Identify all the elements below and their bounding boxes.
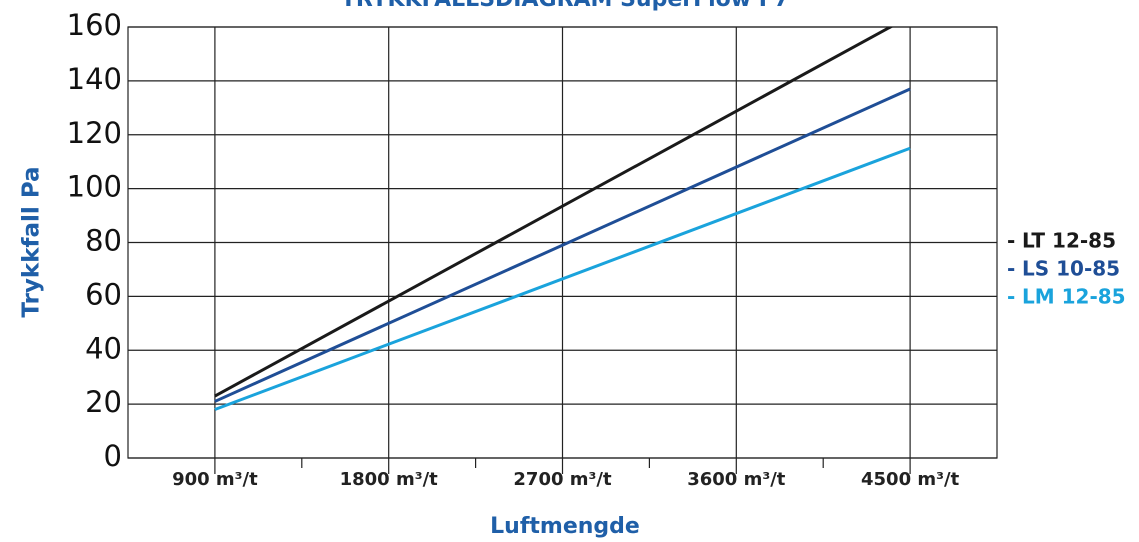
x-axis-label: Luftmengde [490,514,640,539]
legend-dash: - [1007,285,1015,309]
chart: TRYKKFALLSDIAGRAM SuperFlow F7 Trykkfall… [0,0,1139,542]
legend-label: LM 12-85 [1022,285,1126,309]
y-tick-label: 20 [85,385,122,419]
y-tick-label: 100 [67,170,122,204]
y-tick-label: 80 [85,224,122,258]
y-tick-label: 60 [85,277,122,311]
y-tick-label: 160 [67,8,122,42]
y-tick-label: 40 [85,331,122,365]
y-tick-label: 0 [104,439,122,473]
y-tick-label: 140 [67,62,122,96]
chart-title: TRYKKFALLSDIAGRAM SuperFlow F7 [341,0,789,12]
legend-dash: - [1007,257,1015,281]
legend-label: LS 10-85 [1022,257,1120,281]
legend-label: LT 12-85 [1022,229,1116,253]
y-tick-label: 120 [67,116,122,150]
y-axis-label: Trykkfall Pa [19,166,45,317]
legend-dash: - [1007,229,1015,253]
